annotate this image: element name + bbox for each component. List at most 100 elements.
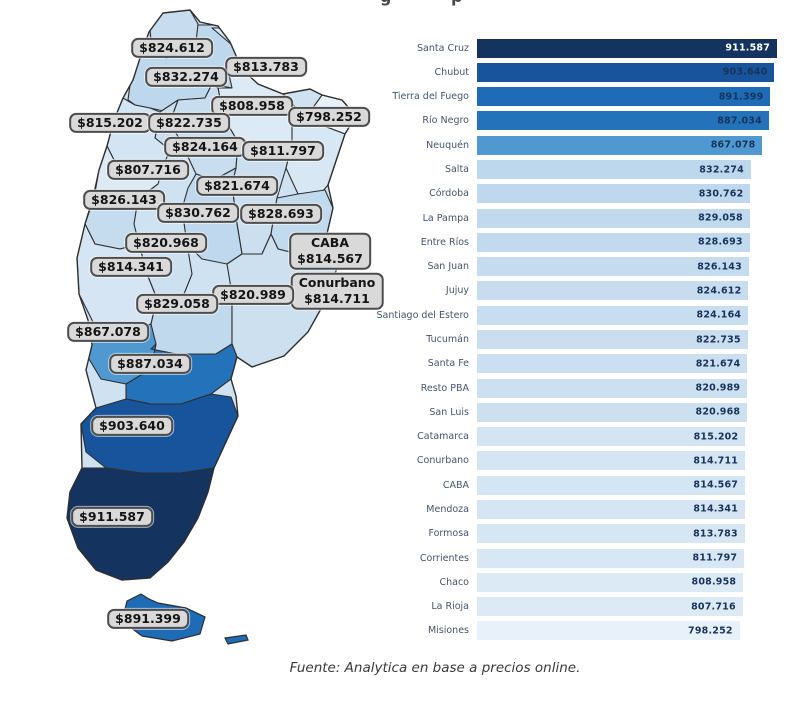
category-label: La Pampa xyxy=(422,212,469,224)
chart-row: Córdoba 830.762 xyxy=(360,182,780,206)
bar-value-label: 903.640 xyxy=(722,66,768,78)
category-label: Salta xyxy=(444,164,469,176)
map-label-caba: CABA $814.567 xyxy=(289,232,371,270)
bar-entre-ríos: 828.693 xyxy=(477,232,750,252)
bar-value-label: 832.274 xyxy=(699,164,744,176)
bar-mendoza: 814.341 xyxy=(477,499,745,519)
bar-la-pampa: 829.058 xyxy=(477,208,750,228)
category-label: San Juan xyxy=(427,261,469,273)
bar-jujuy: 824.612 xyxy=(477,281,749,301)
map-label-tucuman: $822.735 xyxy=(148,112,230,134)
chart-row: Neuquén 867.078 xyxy=(360,133,780,157)
source-note: Fuente: Analytica en base a precios onli… xyxy=(289,660,581,676)
map-label-entrerios: $828.693 xyxy=(240,203,322,225)
bar-tucumán: 822.735 xyxy=(477,330,748,350)
map-label-tdf: $891.399 xyxy=(107,608,189,630)
bar-resto-pba: 820.989 xyxy=(477,378,748,398)
category-label: Tierra del Fuego xyxy=(392,91,469,103)
map-label-formosa: $813.783 xyxy=(225,56,307,78)
map-label-santafe: $821.674 xyxy=(196,175,278,197)
map-label-sanluis: $820.968 xyxy=(125,232,207,254)
map-label-santiago: $824.164 xyxy=(164,136,246,158)
bar-catamarca: 815.202 xyxy=(477,427,746,447)
bar-value-label: 814.567 xyxy=(693,479,739,491)
category-label: Santa Fe xyxy=(427,358,469,370)
chart-row: Chaco 808.958 xyxy=(360,570,780,594)
category-label: Neuquén xyxy=(426,139,469,151)
chart-row: Mendoza 814.341 xyxy=(360,497,780,521)
bar-value-label: 822.735 xyxy=(696,334,741,346)
map-label-catamarca: $815.202 xyxy=(69,112,151,134)
bar-conurbano: 814.711 xyxy=(477,451,746,471)
bar-value-label: 820.989 xyxy=(695,382,741,394)
bar-value-label: 808.958 xyxy=(691,576,737,588)
bar-value-label: 830.762 xyxy=(698,188,744,200)
category-label: Conurbano xyxy=(416,455,469,467)
bar-san-luis: 820.968 xyxy=(477,402,748,422)
bar-value-label: 814.341 xyxy=(693,503,738,515)
map-label-conurbano: Conurbano $814.711 xyxy=(290,272,384,310)
chart-row: CABA 814.567 xyxy=(360,473,780,497)
bar-value-label: 867.078 xyxy=(710,139,756,151)
bar-río-negro: 887.034 xyxy=(477,111,769,131)
map-label-salta: $832.274 xyxy=(145,66,227,88)
bar-value-label: 828.693 xyxy=(698,236,743,248)
map-label-santacruz: $911.587 xyxy=(71,506,153,528)
bar-value-label: 798.252 xyxy=(688,625,733,637)
bar-value-label: 891.399 xyxy=(718,91,764,103)
map-label-larioja: $807.716 xyxy=(107,159,189,181)
map-label-province-name: Conurbano xyxy=(298,274,376,290)
chart-row: Chubut 903.640 xyxy=(360,60,780,84)
category-label: Córdoba xyxy=(429,188,469,200)
chart-row: Salta 832.274 xyxy=(360,157,780,181)
bar-value-label: 820.968 xyxy=(695,406,741,418)
chart-row: Misiones 798.252 xyxy=(360,619,780,643)
bar-santa-cruz: 911.587 xyxy=(477,38,777,58)
category-label: Río Negro xyxy=(422,115,469,127)
bar-corrientes: 811.797 xyxy=(477,548,745,568)
map-label-lapampa: $829.058 xyxy=(136,293,218,315)
map-label-sanjuan: $826.143 xyxy=(83,189,165,211)
category-label: Mendoza xyxy=(426,503,469,515)
chart-row: Tierra del Fuego 891.399 xyxy=(360,85,780,109)
chart-row: Río Negro 887.034 xyxy=(360,109,780,133)
bar-value-label: 811.797 xyxy=(692,552,738,564)
map-label-rionegro: $887.034 xyxy=(109,353,191,375)
chart-row: Catamarca 815.202 xyxy=(360,425,780,449)
bar-value-label: 824.612 xyxy=(696,285,742,297)
bar-value-label: 826.143 xyxy=(697,261,742,273)
bar-la-rioja: 807.716 xyxy=(477,597,743,617)
bar-san-juan: 826.143 xyxy=(477,257,749,277)
chart-row: Jujuy 824.612 xyxy=(360,279,780,303)
clipped-title-glyph: p xyxy=(451,0,462,6)
map-label-value: $814.711 xyxy=(304,291,370,306)
bar-value-label: 807.716 xyxy=(691,601,736,613)
bar-value-label: 887.034 xyxy=(717,115,762,127)
bar-chaco: 808.958 xyxy=(477,572,744,592)
chart-row: Santa Fe 821.674 xyxy=(360,352,780,376)
map-label-pba: $820.989 xyxy=(212,284,294,306)
chart-row: La Rioja 807.716 xyxy=(360,594,780,618)
category-label: Resto PBA xyxy=(420,382,469,394)
bar-santiago-del-estero: 824.164 xyxy=(477,305,749,325)
bar-córdoba: 830.762 xyxy=(477,184,751,204)
clipped-chart-title: gp xyxy=(0,0,800,6)
price-bar-chart: Santa Cruz 911.587 Chubut 903.640 Tierra del… xyxy=(360,36,780,643)
chart-row: Resto PBA 820.989 xyxy=(360,376,780,400)
map-label-province-name: CABA xyxy=(310,234,350,250)
chart-row: Santa Cruz 911.587 xyxy=(360,36,780,60)
map-label-jujuy: $824.612 xyxy=(131,37,213,59)
bar-tierra-del-fuego: 891.399 xyxy=(477,87,771,107)
chart-row: Tucumán 822.735 xyxy=(360,327,780,351)
bar-santa-fe: 821.674 xyxy=(477,354,748,374)
category-label: CABA xyxy=(442,479,469,491)
argentina-outline xyxy=(66,9,357,581)
chart-row: Conurbano 814.711 xyxy=(360,449,780,473)
bar-value-label: 814.711 xyxy=(693,455,739,467)
map-label-cordoba: $830.762 xyxy=(157,202,239,224)
map-label-corrientes: $811.797 xyxy=(242,140,324,162)
category-label: Corrientes xyxy=(419,552,469,564)
map-label-value: $814.567 xyxy=(297,251,363,266)
map-label-misiones: $798.252 xyxy=(288,106,370,128)
category-label: Chaco xyxy=(439,576,469,588)
